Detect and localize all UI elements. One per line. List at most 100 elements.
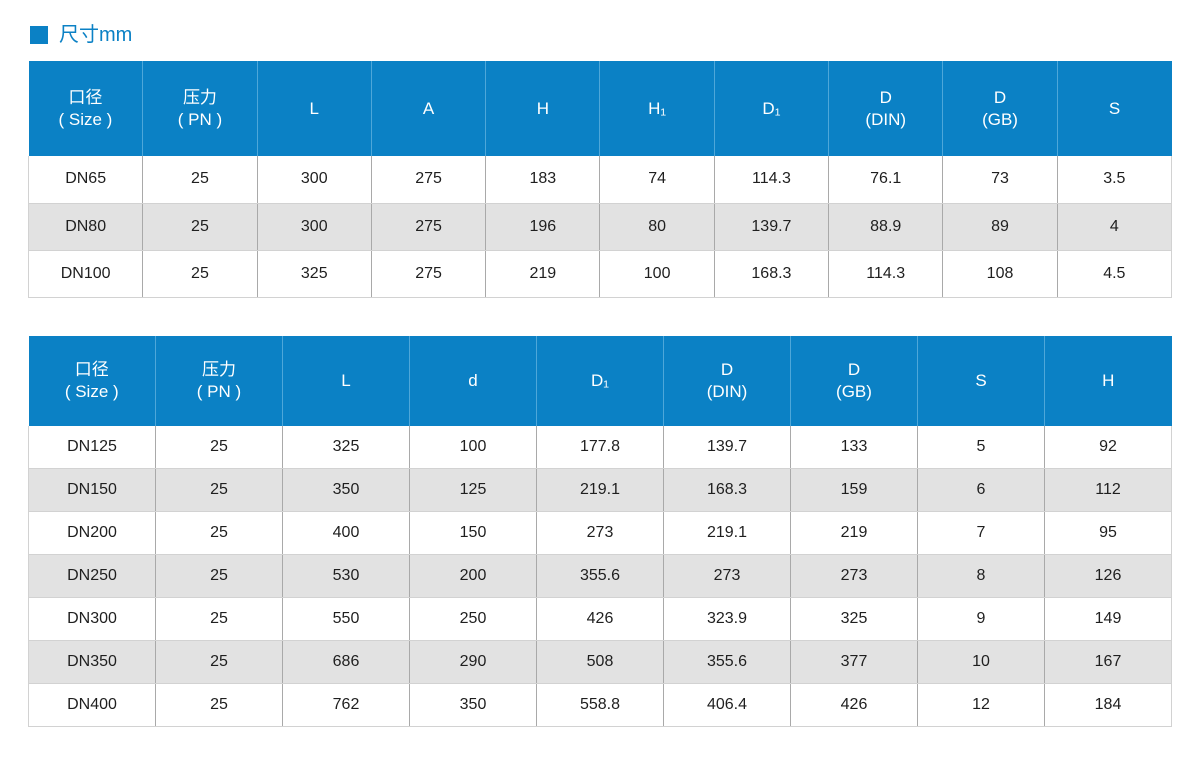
table-cell: 8 xyxy=(917,554,1045,598)
table-cell: DN300 xyxy=(28,597,156,641)
table-cell: 88.9 xyxy=(828,203,944,251)
table-cell: 355.6 xyxy=(536,554,664,598)
column-header: H xyxy=(1044,335,1172,426)
table-cell: 95 xyxy=(1044,511,1172,555)
column-header: L xyxy=(257,61,372,156)
table-cell: 250 xyxy=(409,597,537,641)
table-cell: 426 xyxy=(790,683,918,727)
dimensions-table-dn65-dn100: 口径( Size ) 压力( PN ) L A H H₁ D₁ D (DIN) D (GB) S DN6… xyxy=(27,61,1173,298)
table-cell: 9 xyxy=(917,597,1045,641)
table-cell: 112 xyxy=(1044,468,1172,512)
table-cell: 167 xyxy=(1044,640,1172,684)
table-cell: 219 xyxy=(790,511,918,555)
table-row: DN150 25 350 125 219.1 168.3 159 6 112 xyxy=(28,468,1172,512)
column-header: d xyxy=(409,335,537,426)
table-cell: 300 xyxy=(257,203,372,251)
table-row: DN100 25 325 275 219 100 168.3 114.3 108 4.5 xyxy=(27,250,1173,298)
table-cell: 25 xyxy=(155,425,283,469)
table-cell: 275 xyxy=(371,203,487,251)
table-row: DN80 25 300 275 196 80 139.7 88.9 89 4 xyxy=(27,203,1173,251)
table-cell: DN400 xyxy=(28,683,156,727)
table-cell: 126 xyxy=(1044,554,1172,598)
table-cell: 200 xyxy=(409,554,537,598)
column-header: 口径( Size ) xyxy=(28,335,156,426)
table-cell: 406.4 xyxy=(663,683,791,727)
table-cell: 184 xyxy=(1044,683,1172,727)
table-cell: 377 xyxy=(790,640,918,684)
table-row: DN300 25 550 250 426 323.9 325 9 149 xyxy=(28,597,1172,641)
column-header: D₁ xyxy=(714,61,830,156)
table-row: DN200 25 400 150 273 219.1 219 7 95 xyxy=(28,511,1172,555)
table-cell: 323.9 xyxy=(663,597,791,641)
section-title-text: 尺寸mm xyxy=(59,24,133,46)
table-cell: DN150 xyxy=(28,468,156,512)
table-cell: 6 xyxy=(917,468,1045,512)
column-header: S xyxy=(1057,61,1172,156)
table-cell: 125 xyxy=(409,468,537,512)
table-cell: 25 xyxy=(155,554,283,598)
table-row: DN65 25 300 275 183 74 114.3 76.1 73 3.5 xyxy=(27,156,1173,204)
table-row: DN250 25 530 200 355.6 273 273 8 126 xyxy=(28,554,1172,598)
column-header: D (GB) xyxy=(790,335,918,426)
table-cell: 168.3 xyxy=(714,250,830,298)
table-cell: 325 xyxy=(257,250,372,298)
table-cell: 139.7 xyxy=(663,425,791,469)
table-cell: 530 xyxy=(282,554,410,598)
table-cell: 100 xyxy=(409,425,537,469)
column-header: D (DIN) xyxy=(828,61,944,156)
table-cell: 426 xyxy=(536,597,664,641)
table-cell: 558.8 xyxy=(536,683,664,727)
table-cell: 25 xyxy=(142,203,258,251)
table-cell: 7 xyxy=(917,511,1045,555)
table-cell: 25 xyxy=(155,597,283,641)
table-cell: 168.3 xyxy=(663,468,791,512)
table-cell: 89 xyxy=(942,203,1058,251)
table-cell: 139.7 xyxy=(714,203,830,251)
table-cell: 196 xyxy=(485,203,601,251)
table-cell: 273 xyxy=(790,554,918,598)
table-cell: 290 xyxy=(409,640,537,684)
table-cell: 114.3 xyxy=(714,156,830,204)
table-header: 口径( Size ) 压力( PN ) L A H H₁ D₁ D (DIN) D (GB) S xyxy=(28,61,1172,156)
table-cell: 177.8 xyxy=(536,425,664,469)
table-row: DN125 25 325 100 177.8 139.7 133 5 92 xyxy=(28,425,1172,469)
table-cell: DN200 xyxy=(28,511,156,555)
table-cell: 355.6 xyxy=(663,640,791,684)
table-cell: 219 xyxy=(485,250,601,298)
table-cell: 686 xyxy=(282,640,410,684)
table-cell: 4.5 xyxy=(1057,250,1173,298)
table-cell: 508 xyxy=(536,640,664,684)
table-cell: 350 xyxy=(282,468,410,512)
table-cell: 5 xyxy=(917,425,1045,469)
table-cell: DN65 xyxy=(27,156,144,204)
page: 尺寸mm 口径( Size ) 压力( PN ) L A H H₁ D₁ D (DIN) D (GB… xyxy=(27,24,1173,727)
column-header: D₁ xyxy=(536,335,664,426)
title-bullet-icon xyxy=(30,26,48,44)
column-header: H xyxy=(485,61,601,156)
table-cell: 300 xyxy=(257,156,372,204)
column-header: S xyxy=(917,335,1045,426)
table-cell: 762 xyxy=(282,683,410,727)
table-cell: 3.5 xyxy=(1057,156,1173,204)
table-cell: 80 xyxy=(599,203,715,251)
table-cell: 73 xyxy=(942,156,1058,204)
table-cell: 159 xyxy=(790,468,918,512)
table-cell: DN125 xyxy=(28,425,156,469)
table-cell: 275 xyxy=(371,250,487,298)
table-cell: 275 xyxy=(371,156,487,204)
table-cell: DN250 xyxy=(28,554,156,598)
column-header: D (DIN) xyxy=(663,335,791,426)
table-cell: 273 xyxy=(663,554,791,598)
column-header: A xyxy=(371,61,487,156)
table-cell: 325 xyxy=(790,597,918,641)
table-cell: 150 xyxy=(409,511,537,555)
table-cell: 76.1 xyxy=(828,156,944,204)
table-cell: 25 xyxy=(155,468,283,512)
table-cell: 25 xyxy=(142,250,258,298)
table-cell: 92 xyxy=(1044,425,1172,469)
table-cell: DN350 xyxy=(28,640,156,684)
table-cell: 114.3 xyxy=(828,250,944,298)
table-cell: 25 xyxy=(142,156,258,204)
